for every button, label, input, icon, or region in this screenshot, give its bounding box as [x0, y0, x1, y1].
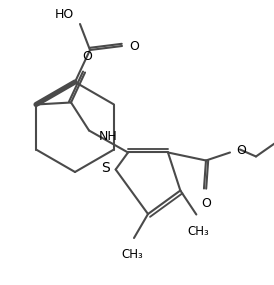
Text: NH: NH	[99, 130, 118, 143]
Text: O: O	[129, 40, 139, 52]
Text: S: S	[101, 162, 110, 176]
Text: O: O	[82, 50, 92, 62]
Text: CH₃: CH₃	[187, 225, 209, 237]
Text: CH₃: CH₃	[121, 248, 143, 261]
Text: O: O	[236, 144, 246, 157]
Text: HO: HO	[55, 7, 74, 21]
Text: O: O	[201, 198, 211, 211]
